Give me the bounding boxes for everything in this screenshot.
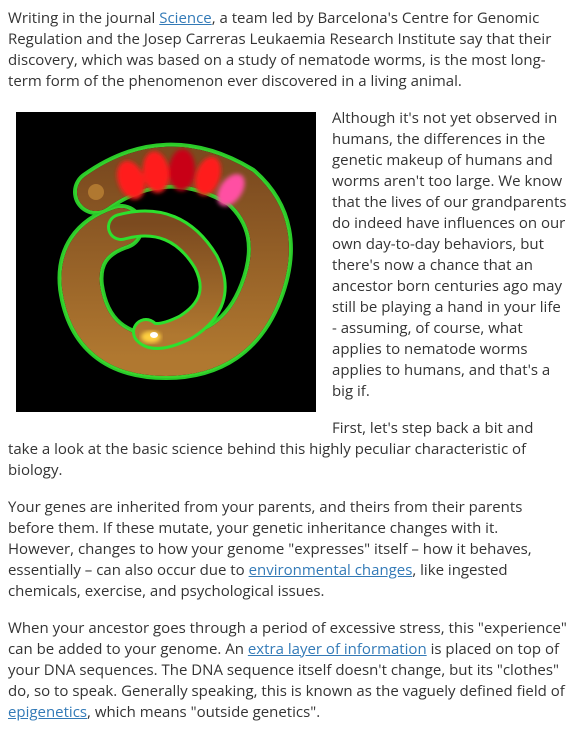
- p5-text-c: , which means "outside genetics".: [87, 702, 320, 722]
- link-environmental-changes[interactable]: environmental changes: [249, 560, 413, 580]
- article-figure-worm: [16, 112, 316, 412]
- p1-text-a: Writing in the journal: [8, 8, 159, 28]
- paragraph-5: When your ancestor goes through a period…: [8, 618, 567, 723]
- link-epigenetics[interactable]: epigenetics: [8, 702, 87, 722]
- paragraph-4: Your genes are inherited from your paren…: [8, 497, 567, 602]
- link-science[interactable]: Science: [159, 8, 211, 28]
- nematode-worm-image: [36, 132, 296, 392]
- link-extra-layer[interactable]: extra layer of information: [248, 639, 427, 659]
- paragraph-1: Writing in the journal Science, a team l…: [8, 8, 567, 92]
- paragraph-3: First, let's step back a bit and take a …: [8, 418, 567, 481]
